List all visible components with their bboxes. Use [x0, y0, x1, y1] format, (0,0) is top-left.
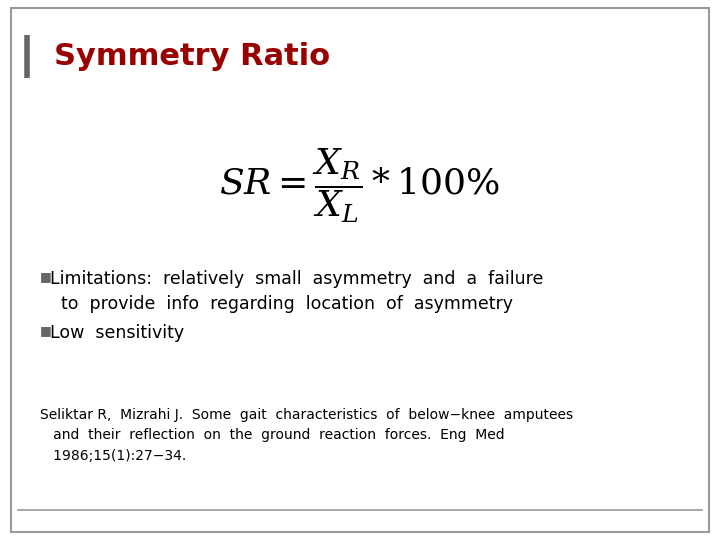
Text: Symmetry Ratio: Symmetry Ratio [54, 42, 330, 71]
Text: $SR = \dfrac{X_R}{X_L} *100\%$: $SR = \dfrac{X_R}{X_L} *100\%$ [220, 147, 500, 225]
Text: Limitations:  relatively  small  asymmetry  and  a  failure
  to  provide  info : Limitations: relatively small asymmetry … [50, 270, 544, 313]
Text: ■: ■ [40, 270, 51, 283]
Text: Low  sensitivity: Low sensitivity [50, 324, 184, 342]
Text: Seliktar R,  Mizrahi J.  Some  gait  characteristics  of  below−knee  amputees
 : Seliktar R, Mizrahi J. Some gait charact… [40, 408, 572, 463]
Text: ■: ■ [40, 324, 51, 337]
